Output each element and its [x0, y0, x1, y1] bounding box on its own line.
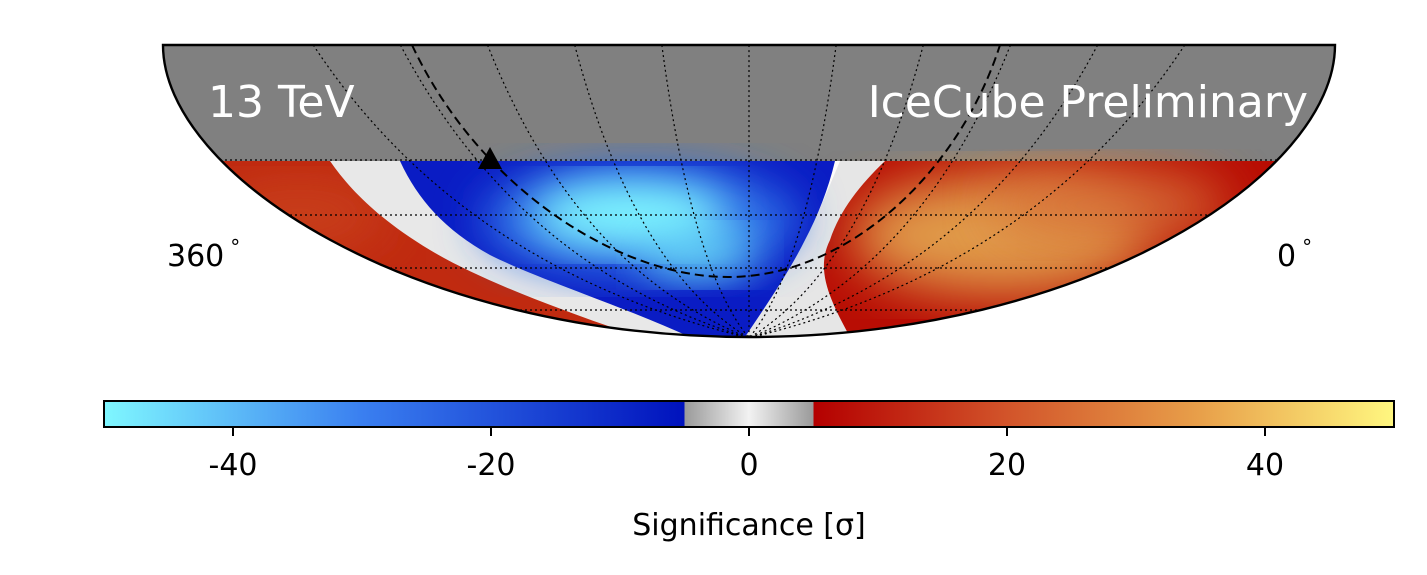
colorbar-tick-label: -20: [467, 448, 516, 483]
colorbar: -40 -20 0 20 40 Significance [σ]: [103, 400, 1395, 543]
colorbar-tick-label: -40: [209, 448, 258, 483]
graticule-meridian: [399, 45, 750, 337]
ra-right-label: 0 °: [1277, 235, 1312, 274]
ra-left-degree: °: [230, 235, 240, 259]
energy-label: 13 TeV: [208, 77, 355, 128]
neutral-band-west: [330, 161, 700, 337]
colorbar-tick-label: 0: [739, 448, 758, 483]
graticule-meridian: [748, 45, 837, 337]
colorbar-tick-label: 20: [988, 448, 1026, 483]
graticule-meridian: [748, 45, 1186, 337]
ra-right-value: 0: [1277, 239, 1296, 274]
graticule-meridian: [312, 45, 750, 337]
galactic-center-marker: [478, 147, 502, 169]
ra-left-value: 360: [167, 239, 224, 274]
watermark-label: IceCube Preliminary: [868, 77, 1308, 128]
excess-east-mid: [990, 165, 1230, 245]
graticule-meridian: [486, 45, 750, 337]
colorbar-gradient: [103, 400, 1395, 428]
graticule-meridian: [661, 45, 750, 337]
ra-right-degree: °: [1302, 235, 1312, 259]
skymap-outline: [161, 43, 1337, 339]
deficit-core-2: [640, 230, 760, 280]
skymap-area: [163, 45, 1335, 337]
graticule-meridian: [748, 45, 1099, 337]
ra-left-label: 360 °: [167, 235, 240, 274]
colorbar-label: Significance [σ]: [632, 508, 865, 543]
graticule-meridian: [748, 45, 1012, 337]
colorbar-ticks: -40 -20 0 20 40: [209, 427, 1284, 483]
colorbar-tick-label: 40: [1246, 448, 1284, 483]
